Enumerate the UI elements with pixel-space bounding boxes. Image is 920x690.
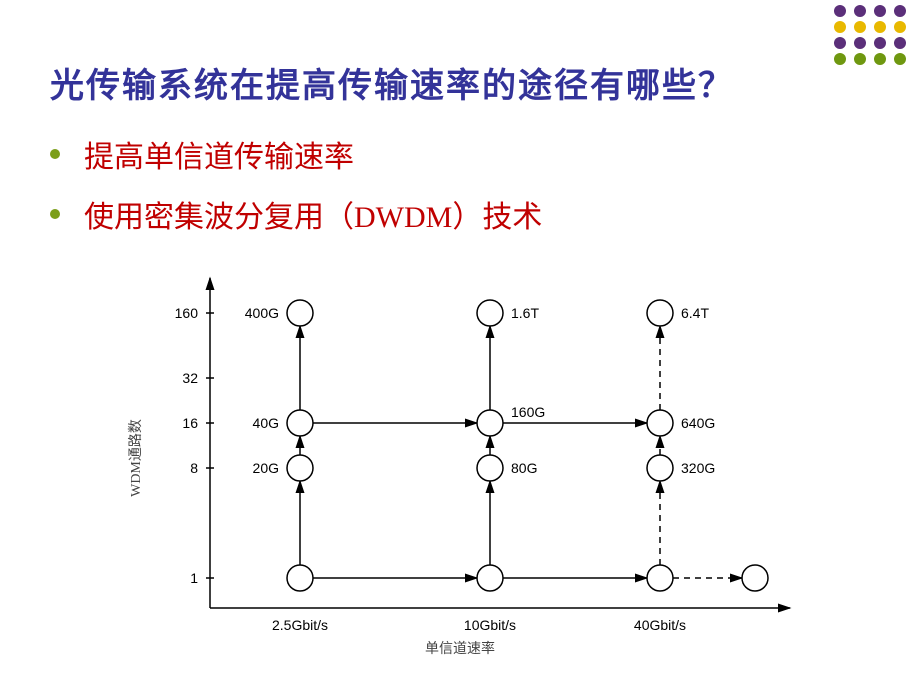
deco-row [834,52,910,68]
deco-row [834,4,910,20]
chart-node-label: 400G [245,305,279,321]
chart-node-label: 160G [511,404,545,420]
chart-node [287,455,313,481]
deco-dot [834,37,846,49]
chart-node [287,565,313,591]
chart-node-label: 6.4T [681,305,709,321]
chart-node [647,455,673,481]
wdm-capacity-chart: 1 8 16 32 160 2.5Gbit/s 10Gbit/s 40Gbit/… [120,268,810,668]
chart-node [287,410,313,436]
chart-node-label: 1.6T [511,305,539,321]
y-tick-label: 32 [182,370,198,386]
deco-dot [894,5,906,17]
deco-dot [874,5,886,17]
deco-row [834,20,910,36]
bullet-text: 使用密集波分复用（DWDM）技术 [84,201,542,234]
bullet-dot-icon [50,209,60,219]
chart-node [477,300,503,326]
deco-dot [874,53,886,65]
y-tick-label: 16 [182,415,198,431]
y-ticks: 1 8 16 32 160 [175,305,214,586]
x-tick-label: 40Gbit/s [634,617,686,633]
slide-title: 光传输系统在提高传输速率的途径有哪些？ [50,58,734,107]
chart-node [477,455,503,481]
bullet-dot-icon [50,149,60,159]
corner-decoration [834,4,910,68]
deco-dot [854,37,866,49]
y-tick-label: 160 [175,305,199,321]
x-tick-label: 10Gbit/s [464,617,516,633]
y-tick-label: 8 [190,460,198,476]
deco-dot [834,5,846,17]
bullet-text: 提高单信道传输速率 [84,141,354,174]
deco-dot [894,21,906,33]
chart-node-label: 320G [681,460,715,476]
chart-node [742,565,768,591]
deco-dot [854,53,866,65]
x-ticks: 2.5Gbit/s 10Gbit/s 40Gbit/s [272,617,686,633]
chart-node [287,300,313,326]
chart-node-labels: 20G 40G 400G 80G 160G 1.6T 320G 640G 6.4T [245,305,716,476]
chart-edges [300,326,742,578]
chart-node-label: 80G [511,460,537,476]
deco-row [834,36,910,52]
chart-node-label: 20G [253,460,279,476]
chart-node [647,410,673,436]
deco-dot [874,21,886,33]
chart-node [477,565,503,591]
chart-node [647,300,673,326]
y-axis-title: WDM通路数 [128,419,144,497]
y-tick-label: 1 [190,570,198,586]
chart-nodes [287,300,768,591]
x-tick-label: 2.5Gbit/s [272,617,328,633]
deco-dot [894,53,906,65]
deco-dot [874,37,886,49]
chart-node [477,410,503,436]
bullet-item: 使用密集波分复用（DWDM）技术 [50,192,542,236]
deco-dot [854,21,866,33]
x-axis-title: 单信道速率 [425,640,495,657]
deco-dot [834,53,846,65]
deco-dot [854,5,866,17]
bullet-item: 提高单信道传输速率 [50,132,354,176]
deco-dot [894,37,906,49]
chart-node-label: 40G [253,415,279,431]
deco-dot [834,21,846,33]
chart-svg: 1 8 16 32 160 2.5Gbit/s 10Gbit/s 40Gbit/… [120,268,810,668]
slide: 光传输系统在提高传输速率的途径有哪些？ 提高单信道传输速率 使用密集波分复用（D… [0,0,920,690]
chart-node [647,565,673,591]
chart-node-label: 640G [681,415,715,431]
